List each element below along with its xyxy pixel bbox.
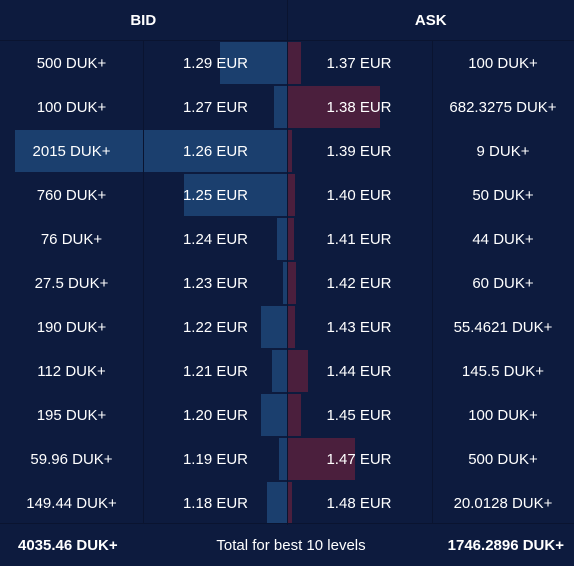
ask-price: 1.40 EUR bbox=[288, 173, 431, 217]
ask-price: 1.45 EUR bbox=[288, 393, 431, 437]
ask-price: 1.39 EUR bbox=[288, 129, 431, 173]
ask-price: 1.41 EUR bbox=[288, 217, 431, 261]
column-divider bbox=[287, 41, 288, 523]
bid-amount: 112 DUK+ bbox=[0, 349, 143, 393]
ask-price: 1.38 EUR bbox=[288, 85, 431, 129]
ask-amount: 100 DUK+ bbox=[432, 393, 574, 437]
bid-price: 1.24 EUR bbox=[144, 217, 287, 261]
order-book-header: BID ASK bbox=[0, 0, 574, 41]
bid-total: 4035.46 DUK+ bbox=[0, 537, 188, 554]
ask-amount: 20.0128 DUK+ bbox=[432, 481, 574, 525]
bid-price: 1.27 EUR bbox=[144, 85, 287, 129]
bid-amount: 500 DUK+ bbox=[0, 41, 143, 85]
bid-price: 1.26 EUR bbox=[144, 129, 287, 173]
ask-amount: 145.5 DUK+ bbox=[432, 349, 574, 393]
bid-amount: 59.96 DUK+ bbox=[0, 437, 143, 481]
bid-price: 1.21 EUR bbox=[144, 349, 287, 393]
bid-price: 1.18 EUR bbox=[144, 481, 287, 525]
bid-amount: 76 DUK+ bbox=[0, 217, 143, 261]
bid-header: BID bbox=[0, 0, 288, 40]
ask-amount: 50 DUK+ bbox=[432, 173, 574, 217]
ask-amount: 682.3275 DUK+ bbox=[432, 85, 574, 129]
ask-price: 1.42 EUR bbox=[288, 261, 431, 305]
ask-amount: 9 DUK+ bbox=[432, 129, 574, 173]
bid-amount: 27.5 DUK+ bbox=[0, 261, 143, 305]
bid-amount: 100 DUK+ bbox=[0, 85, 143, 129]
ask-price: 1.37 EUR bbox=[288, 41, 431, 85]
column-divider bbox=[432, 41, 433, 523]
ask-price: 1.47 EUR bbox=[288, 437, 431, 481]
bid-amount: 190 DUK+ bbox=[0, 305, 143, 349]
bid-amount: 760 DUK+ bbox=[0, 173, 143, 217]
ask-amount: 60 DUK+ bbox=[432, 261, 574, 305]
order-book-footer: 4035.46 DUK+ Total for best 10 levels 17… bbox=[0, 523, 574, 566]
bid-amount: 195 DUK+ bbox=[0, 393, 143, 437]
ask-amount: 500 DUK+ bbox=[432, 437, 574, 481]
bid-price: 1.23 EUR bbox=[144, 261, 287, 305]
bid-amount: 2015 DUK+ bbox=[0, 129, 143, 173]
column-divider bbox=[143, 41, 144, 523]
bid-price: 1.25 EUR bbox=[144, 173, 287, 217]
bid-price: 1.22 EUR bbox=[144, 305, 287, 349]
ask-price: 1.48 EUR bbox=[288, 481, 431, 525]
ask-amount: 55.4621 DUK+ bbox=[432, 305, 574, 349]
bid-amount: 149.44 DUK+ bbox=[0, 481, 143, 525]
ask-amount: 100 DUK+ bbox=[432, 41, 574, 85]
ask-price: 1.44 EUR bbox=[288, 349, 431, 393]
bid-price: 1.29 EUR bbox=[144, 41, 287, 85]
ask-amount: 44 DUK+ bbox=[432, 217, 574, 261]
ask-header: ASK bbox=[288, 0, 574, 40]
ask-total: 1746.2896 DUK+ bbox=[394, 537, 574, 554]
total-label: Total for best 10 levels bbox=[188, 537, 394, 554]
ask-price: 1.43 EUR bbox=[288, 305, 431, 349]
bid-price: 1.19 EUR bbox=[144, 437, 287, 481]
bid-price: 1.20 EUR bbox=[144, 393, 287, 437]
